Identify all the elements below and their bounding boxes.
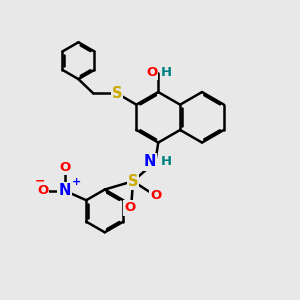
Text: H: H (161, 155, 172, 168)
Text: O: O (150, 189, 161, 202)
Text: O: O (124, 202, 136, 214)
Text: H: H (161, 66, 172, 79)
Text: O: O (37, 184, 48, 197)
Text: S: S (128, 174, 138, 189)
Text: N: N (144, 154, 156, 169)
Text: O: O (59, 161, 70, 174)
Text: −: − (35, 174, 46, 187)
Text: O: O (146, 66, 157, 79)
Text: +: + (72, 177, 82, 187)
Text: N: N (58, 183, 71, 198)
Text: S: S (112, 86, 122, 101)
